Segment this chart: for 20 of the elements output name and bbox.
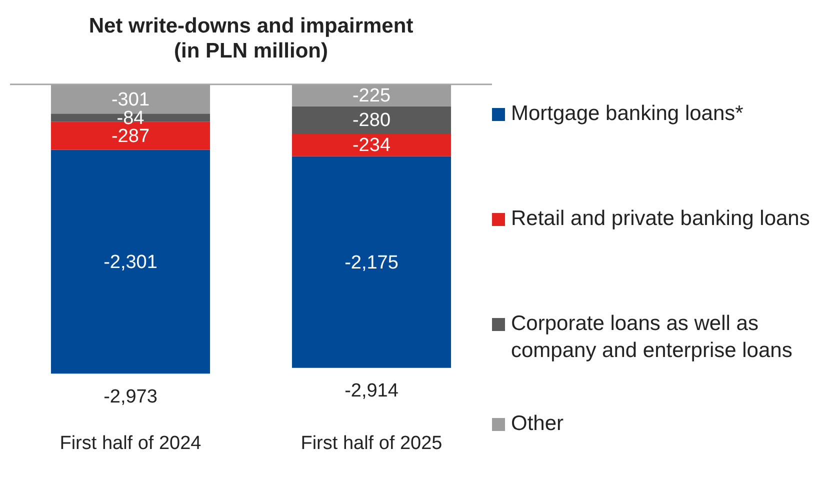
data-label: -225 — [352, 86, 391, 107]
data-label: -301 — [111, 89, 150, 110]
bar — [50, 150, 210, 374]
total-label: -2,973 — [104, 386, 158, 408]
x-tick-label: First half of 2024 — [60, 432, 202, 454]
legend-label: Mortgage banking loans* — [511, 101, 744, 127]
data-label: -234 — [352, 135, 391, 156]
total-label: -2,914 — [344, 380, 399, 402]
bar — [292, 156, 452, 368]
chart-title: Net write-downs and impairment (in PLN million) — [88, 14, 414, 63]
bar — [292, 134, 452, 156]
data-label: -280 — [352, 110, 391, 132]
data-label: -287 — [111, 126, 150, 148]
data-label: -2,175 — [344, 252, 398, 274]
legend-label: Other — [511, 411, 564, 437]
bar — [292, 106, 452, 134]
legend-label: Retail and private banking loans — [511, 206, 810, 232]
legend-label: Corporate loans as well as company and enterprise loans — [511, 311, 794, 364]
data-label: -2,301 — [104, 252, 158, 273]
x-tick-label: First half of 2025 — [300, 432, 442, 454]
